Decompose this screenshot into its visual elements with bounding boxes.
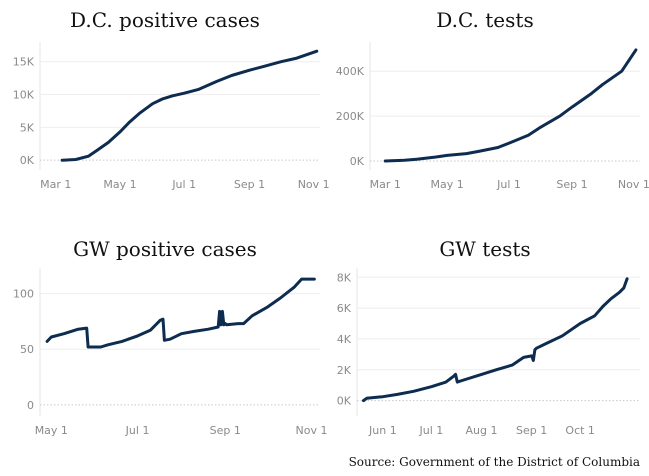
y-tick-label: 0K (337, 395, 352, 408)
y-tick-label: 400K (336, 65, 365, 78)
series-line (362, 277, 629, 403)
chart-title: D.C. tests (436, 8, 533, 32)
series-line (383, 48, 638, 163)
x-tick-label: Jul 1 (496, 178, 521, 191)
y-tick-label: 4K (337, 333, 352, 346)
x-tick-label: Nov 1 (618, 178, 649, 191)
x-tick-label: May 1 (35, 424, 68, 437)
chart-title: GW positive cases (73, 237, 257, 261)
chart-title: D.C. positive cases (70, 8, 260, 32)
y-tick-label: 100 (13, 288, 34, 301)
x-tick-label: May 1 (431, 178, 464, 191)
x-tick-label: Sep 1 (516, 424, 547, 437)
x-tick-label: Nov 1 (296, 424, 328, 437)
y-tick-label: 0 (27, 399, 34, 412)
x-tick-label: Sep 1 (210, 424, 241, 437)
y-tick-label: 0K (350, 155, 365, 168)
gw-positive-cases-chart: GW positive cases 0 50 100 May 1 Jul 1 Sep 1 No… (13, 237, 327, 437)
y-tick-label: 6K (337, 302, 352, 315)
gw-tests-chart: GW tests 0K 2K 4K 6K 8K Jun 1 Jul 1 Aug 1 Sep 1 Oc… (337, 237, 640, 437)
x-tick-label: Jul 1 (171, 178, 196, 191)
y-tick-label: 0K (20, 154, 35, 167)
dc-positive-cases-chart: D.C. positive cases 0K 5K 10K 15K Mar 1 May 1 J… (13, 8, 330, 191)
series-line (60, 49, 319, 162)
dc-tests-chart: D.C. tests 0K 200K 400K Mar 1 May 1 Jul 1 Sep 1… (336, 8, 649, 191)
y-tick-label: 8K (337, 271, 352, 284)
x-tick-label: Jun 1 (368, 424, 397, 437)
x-tick-label: Mar 1 (40, 178, 71, 191)
y-tick-label: 2K (337, 364, 352, 377)
x-tick-label: Jul 1 (125, 424, 150, 437)
chart-title: GW tests (439, 237, 530, 261)
x-tick-label: May 1 (103, 178, 136, 191)
x-tick-label: Jul 1 (418, 424, 443, 437)
y-tick-label: 5K (20, 121, 35, 134)
x-tick-label: Sep 1 (234, 178, 265, 191)
y-tick-label: 10K (13, 89, 35, 102)
y-tick-label: 50 (20, 343, 34, 356)
source-note: Source: Government of the District of Co… (349, 455, 640, 469)
x-tick-label: Nov 1 (298, 178, 330, 191)
x-tick-label: Aug 1 (466, 424, 498, 437)
x-tick-label: Sep 1 (556, 178, 587, 191)
y-tick-label: 200K (336, 110, 365, 123)
x-tick-label: Oct 1 (565, 424, 595, 437)
x-tick-label: Mar 1 (370, 178, 401, 191)
series-line (45, 277, 316, 349)
y-tick-label: 15K (13, 56, 35, 69)
